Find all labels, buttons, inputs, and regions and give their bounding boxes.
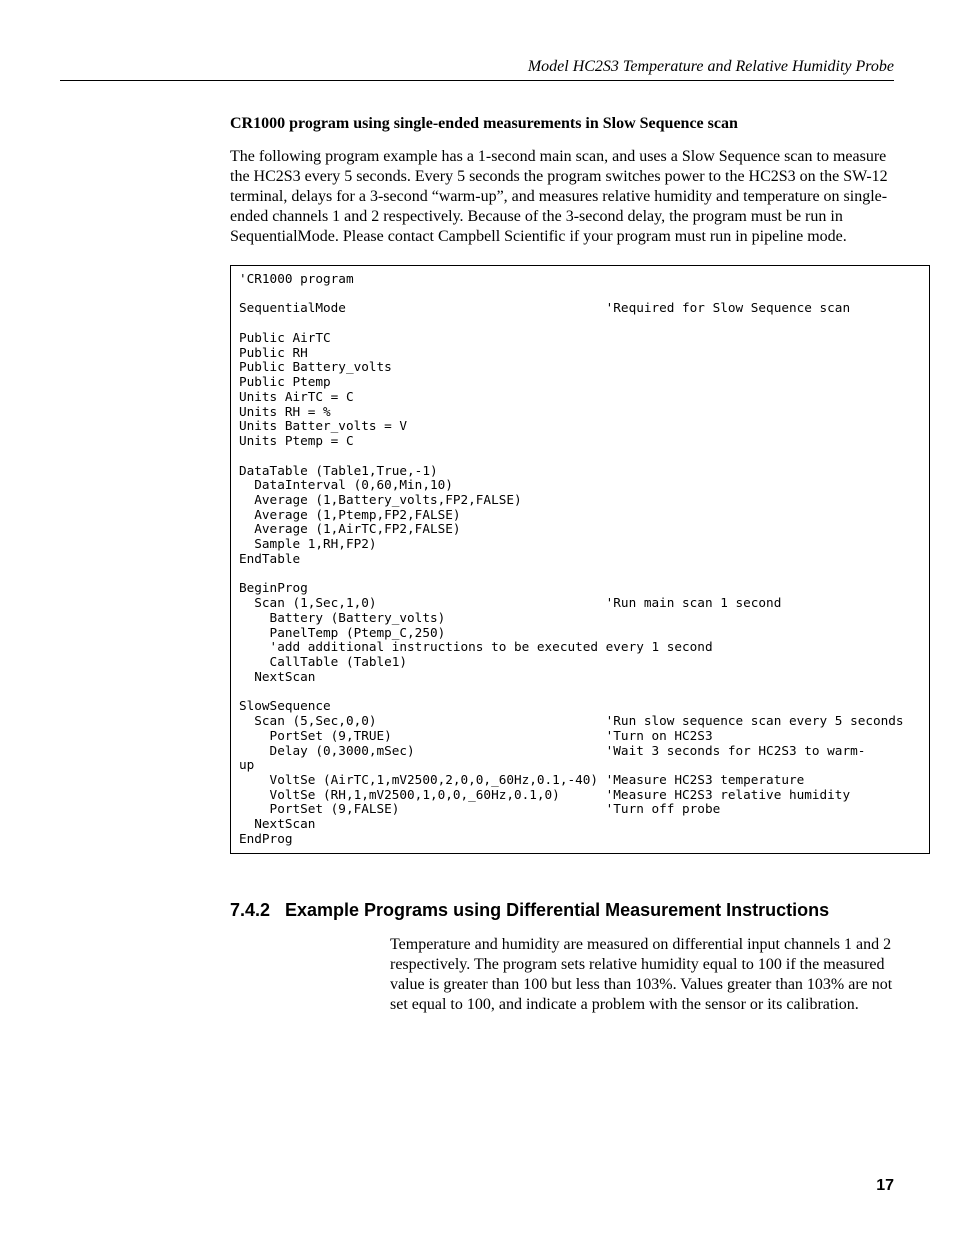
section-heading: 7.4.2 Example Programs using Differentia… [230, 900, 894, 921]
section-title: Example Programs using Differential Meas… [285, 900, 829, 921]
section-number: 7.4.2 [230, 900, 285, 921]
intro-paragraph: The following program example has a 1-se… [230, 147, 894, 247]
program-subtitle: CR1000 program using single-ended measur… [230, 115, 894, 133]
section-body: Temperature and humidity are measured on… [230, 935, 894, 1015]
main-content: CR1000 program using single-ended measur… [60, 115, 894, 1015]
page-number: 17 [876, 1177, 894, 1195]
page: Model HC2S3 Temperature and Relative Hum… [0, 0, 954, 1235]
header-rule [60, 80, 894, 81]
code-listing: 'CR1000 program SequentialMode 'Required… [239, 272, 921, 847]
running-header: Model HC2S3 Temperature and Relative Hum… [60, 58, 894, 76]
code-listing-box: 'CR1000 program SequentialMode 'Required… [230, 265, 930, 854]
section-paragraph: Temperature and humidity are measured on… [390, 935, 894, 1015]
